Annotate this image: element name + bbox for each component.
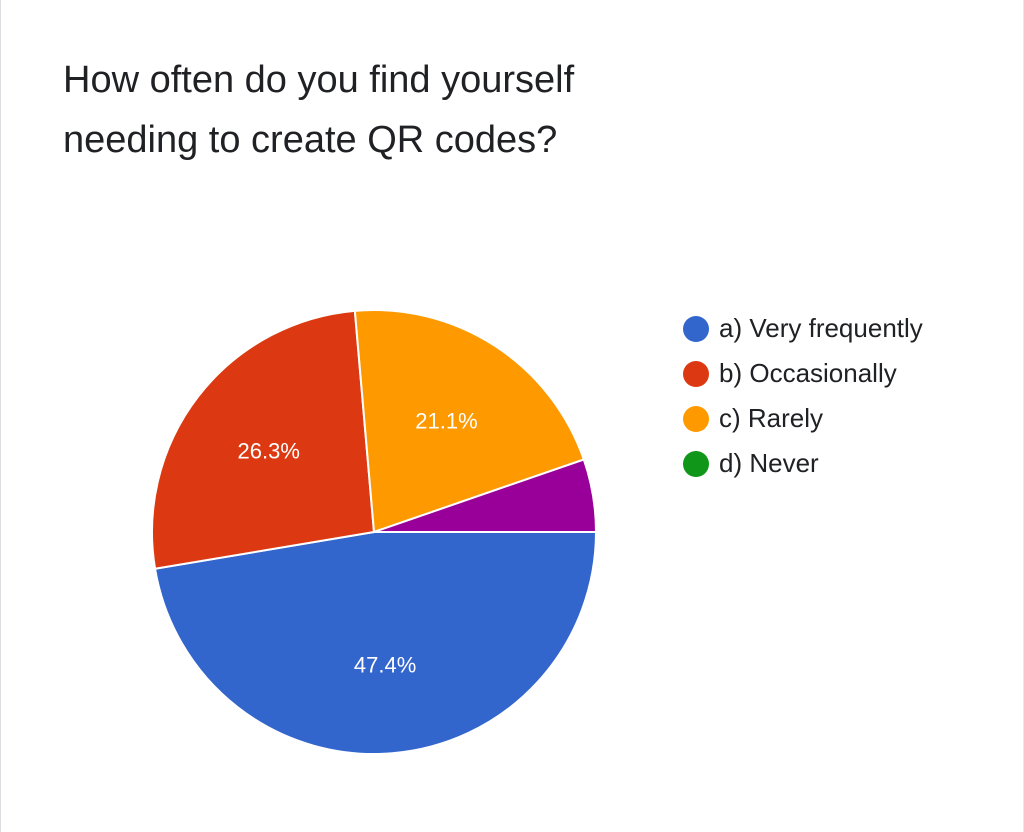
legend-item-never[interactable]: d) Never [683, 441, 923, 486]
chart-title: How often do you find yourself needing t… [63, 59, 575, 161]
pie-slice-very-frequently[interactable] [153, 531, 598, 755]
legend-swatch [683, 315, 709, 342]
pie-slice-rarely[interactable] [353, 309, 586, 534]
pie-slice-occasionally[interactable] [150, 309, 376, 570]
slice-label-very-frequently: 47.4% [354, 653, 416, 678]
legend-item-rarely[interactable]: c) Rarely [683, 396, 923, 441]
legend: a) Very frequently b) Occasionally c) Ra… [683, 306, 923, 486]
pie-slice-never[interactable] [373, 458, 598, 533]
legend-label: c) Rarely [719, 403, 824, 433]
legend-swatch [683, 450, 709, 477]
legend-swatch [683, 360, 709, 387]
legend-item-occasionally[interactable]: b) Occasionally [683, 351, 923, 396]
legend-label: b) Occasionally [719, 358, 897, 388]
legend-label: d) Never [719, 448, 819, 478]
legend-label: a) Very frequently [719, 313, 923, 343]
slice-label-rarely: 21.1% [415, 408, 477, 433]
slice-label-occasionally: 26.3% [238, 438, 300, 463]
legend-swatch [683, 405, 709, 432]
legend-item-very-frequently[interactable]: a) Very frequently [683, 306, 923, 351]
